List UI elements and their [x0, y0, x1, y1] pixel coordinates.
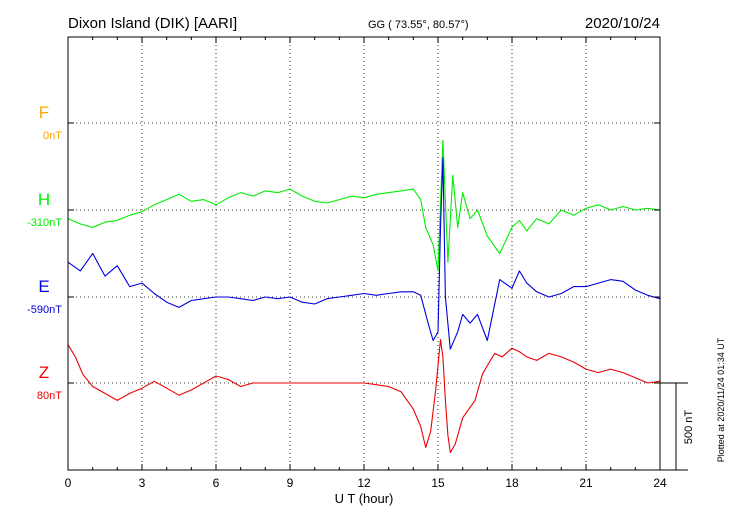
x-tick-label: 3: [139, 476, 146, 490]
geographic-coordinates: GG ( 73.55°, 80.57°): [368, 19, 469, 31]
channel-h-baseline: -310nT: [27, 217, 62, 229]
plotted-timestamp: Plotted at 2020/11/24 01:34 UT: [716, 337, 726, 462]
x-tick-label: 21: [579, 476, 593, 490]
series-h-line: [67, 139, 661, 272]
channel-h-label: H: [38, 190, 50, 209]
channel-e-baseline: -590nT: [27, 304, 62, 316]
x-tick-label: 0: [65, 476, 72, 490]
series-z-line: [67, 338, 661, 454]
x-tick-label: 6: [213, 476, 220, 490]
x-tick-label: 18: [505, 476, 519, 490]
channel-labels: F 0nT H -310nT E -590nT Z 80nT: [27, 103, 62, 402]
channel-f-label: F: [39, 103, 49, 122]
grid-lines: [68, 37, 660, 470]
x-tick-label: 12: [357, 476, 371, 490]
channel-f-baseline: 0nT: [43, 130, 62, 142]
scale-bar-label: 500 nT: [683, 410, 695, 445]
x-tick-label: 9: [287, 476, 294, 490]
chart-date: 2020/10/24: [585, 15, 660, 32]
series-e-line: [67, 157, 661, 350]
station-title: Dixon Island (DIK) [AARI]: [68, 15, 237, 32]
channel-z-baseline: 80nT: [37, 390, 62, 402]
series-lines: [67, 139, 661, 454]
scale-bar: 500 nT: [660, 382, 695, 471]
x-axis-label: U T (hour): [335, 491, 394, 506]
channel-z-label: Z: [39, 363, 49, 382]
x-tick-label: 15: [431, 476, 445, 490]
x-tick-label: 24: [653, 476, 667, 490]
x-axis-ticks: 0 3 6 9 12 15 18 21 24: [65, 37, 667, 490]
channel-e-label: E: [38, 277, 49, 296]
